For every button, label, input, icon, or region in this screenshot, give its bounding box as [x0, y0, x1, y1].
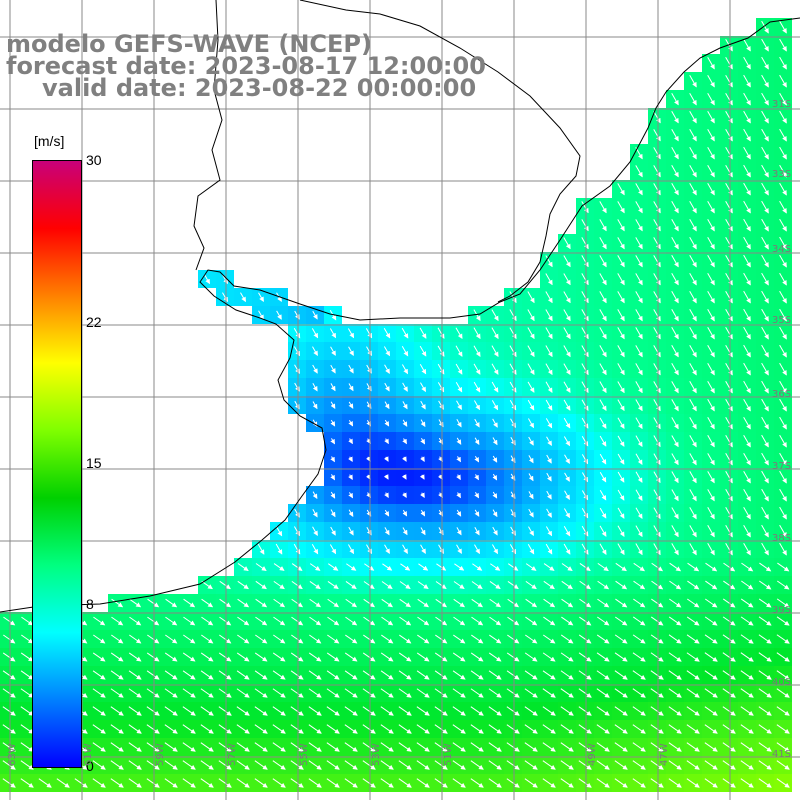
longitude-label: 53W [371, 743, 382, 766]
colorbar [32, 160, 82, 768]
colorbar-tick-label: 30 [86, 152, 102, 168]
latitude-label: 36S [772, 389, 792, 400]
latitude-label: 34S [772, 244, 792, 255]
latitude-label: 39S [772, 605, 792, 616]
colorbar-tick-label: 15 [86, 455, 102, 471]
longitude-label: 49W [587, 743, 598, 766]
latitude-label: 31S [772, 99, 792, 110]
longitude-label: 47W [659, 743, 670, 766]
latitude-label: 40S [772, 677, 792, 688]
latitude-label: 37S [772, 461, 792, 472]
latitude-label: 33S [772, 169, 792, 180]
colorbar-tick-label: 22 [86, 313, 102, 330]
longitude-label: 63W [7, 743, 18, 766]
longitude-label: 51W [443, 743, 454, 766]
latitude-label: 38S [772, 533, 792, 544]
longitude-label: 61W [83, 743, 94, 766]
colorbar-unit: [m/s] [34, 133, 65, 149]
colorbar-tick-label: 8 [86, 596, 94, 613]
longitude-label: 59W [155, 743, 166, 766]
longitude-label: 57W [227, 743, 238, 766]
latitude-label: 41S [772, 749, 792, 760]
title-valid-date: valid date: 2023-08-22 00:00:00 [42, 74, 477, 102]
longitude-label: 55W [299, 743, 310, 766]
latitude-label: 35S [772, 315, 792, 326]
